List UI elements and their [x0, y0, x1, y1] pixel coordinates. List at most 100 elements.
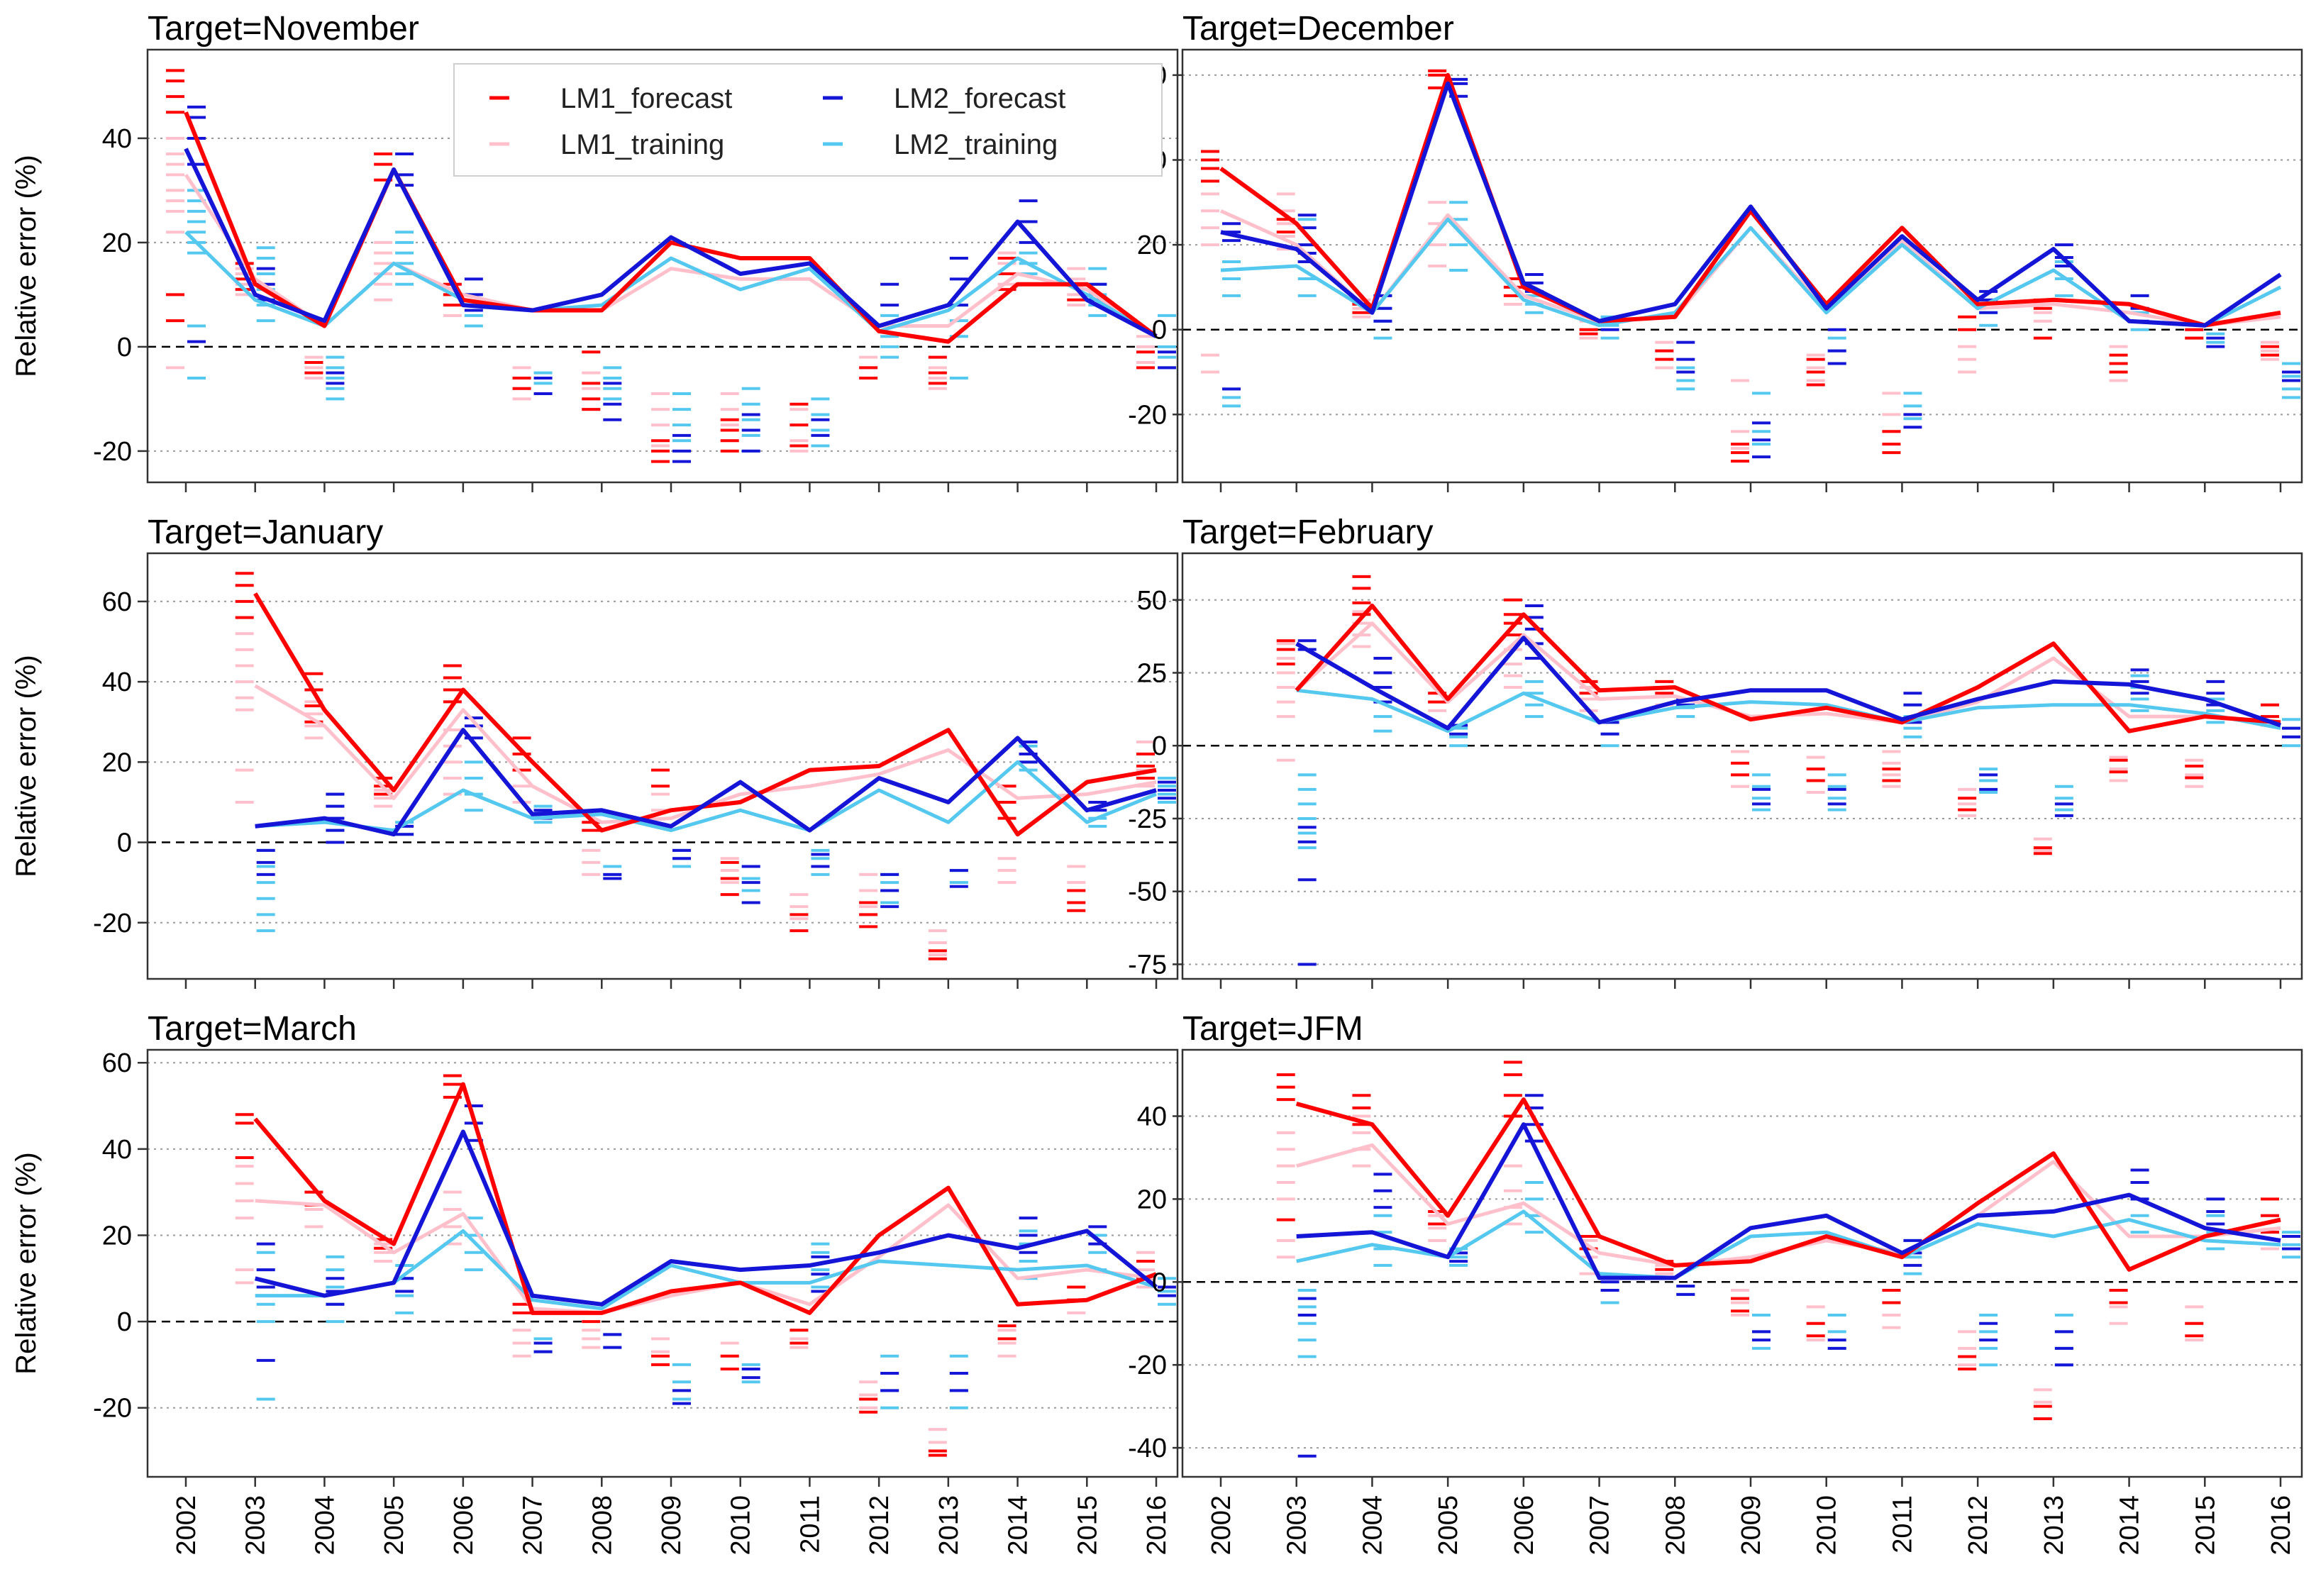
y-tick-label: -50: [1128, 877, 1167, 907]
x-tick-label: 2012: [1963, 1495, 1993, 1556]
y-tick-label: 60: [102, 1048, 132, 1078]
x-tick-label: 2013: [2039, 1495, 2069, 1556]
x-tick-label: 2015: [2190, 1495, 2220, 1556]
series-line-LM2_forecast: [1296, 1122, 2281, 1280]
x-tick-label: 2012: [865, 1495, 894, 1556]
x-tick-label: 2009: [657, 1495, 687, 1556]
y-tick-label: 0: [117, 333, 132, 362]
legend-item-LM1_forecast: LM1_forecast: [489, 83, 732, 114]
x-tick-label: 2008: [587, 1495, 617, 1556]
x-tick-label: 2010: [726, 1495, 756, 1556]
plot-frame: [146, 48, 1179, 484]
legend-label: LM2_training: [894, 129, 1058, 160]
x-tick-label: 2002: [1207, 1495, 1236, 1556]
y-tick-label: -20: [1128, 1351, 1167, 1380]
x-tick-label: 2016: [1142, 1495, 1172, 1556]
x-tick-label: 2004: [1358, 1495, 1387, 1556]
y-tick-label: -20: [93, 437, 132, 467]
x-tick-label: 2013: [934, 1495, 964, 1556]
panel-title: Target=December: [1182, 10, 1454, 48]
y-tick-label: 20: [102, 1221, 132, 1251]
y-tick-label: 20: [1137, 231, 1167, 260]
series-line-LM2_training: [1296, 688, 2281, 733]
y-axis-label: Relative error (%): [11, 1152, 42, 1374]
y-tick-label: 40: [102, 1135, 132, 1165]
y-tick-label: 40: [102, 667, 132, 697]
y-axis-label: Relative error (%): [11, 655, 42, 877]
series-line-LM2_forecast: [184, 148, 1158, 338]
series-line-LM2_training: [1296, 1209, 2281, 1280]
x-tick-label: 2005: [379, 1495, 409, 1556]
x-tick-label: 2003: [241, 1495, 271, 1556]
y-axis-label: Relative error (%): [11, 155, 42, 377]
y-tick-label: 0: [1152, 316, 1167, 345]
y-tick-label: -20: [93, 1394, 132, 1424]
y-tick-label: 40: [1137, 1102, 1167, 1132]
y-tick-label: -40: [1128, 1434, 1167, 1463]
y-tick-label: -25: [1128, 804, 1167, 834]
panel-1: -20 0 20 40 Target=November Relative error (%…: [11, 10, 1179, 492]
series-line-LM2_forecast: [1220, 81, 2282, 328]
series-line-LM1_training: [255, 1199, 1157, 1315]
legend-item-LM2_training: LM2_training: [823, 129, 1058, 160]
panel-3: -20 0 20 40 60 Target=January Relative error (…: [11, 514, 1179, 989]
x-tick-label: 2002: [172, 1495, 201, 1556]
x-tick-label: 2010: [1812, 1495, 1842, 1556]
series-line-LM1_training: [1295, 621, 2281, 724]
x-tick-label: 2009: [1736, 1495, 1766, 1556]
x-tick-label: 2003: [1282, 1495, 1312, 1556]
x-tick-label: 2007: [519, 1495, 548, 1556]
legend-label: LM1_training: [560, 129, 724, 160]
y-tick-label: 20: [102, 748, 132, 777]
series-line-LM2_training: [255, 760, 1157, 833]
plot-frame: [1181, 552, 2303, 980]
panel-title: Target=JFM: [1182, 1010, 1363, 1048]
x-tick-label: 2011: [1888, 1495, 1917, 1553]
series-line-LM2_training: [184, 231, 1158, 338]
y-tick-label: 25: [1137, 658, 1167, 688]
panel-6: -40 -20 0 20 40 2002 2003 2004 2005 2006 2007 2008 2…: [1128, 1010, 2303, 1556]
legend: LM1_forecast LM1_training LM2_forecast LM2_…: [453, 63, 1163, 177]
legend-label: LM1_forecast: [560, 83, 732, 114]
panel-title: Target=January: [148, 514, 383, 551]
series-line-LM2_forecast: [255, 728, 1157, 837]
x-tick-label: 2004: [310, 1495, 340, 1556]
series-line-LM1_forecast: [253, 1082, 1158, 1315]
plot-frame: [1181, 1048, 2303, 1478]
y-tick-label: 20: [1137, 1185, 1167, 1214]
y-tick-label: -20: [93, 909, 132, 938]
plot-frame: [146, 1048, 1179, 1478]
legend-item-LM2_forecast: LM2_forecast: [823, 83, 1065, 114]
y-tick-label: 20: [102, 228, 132, 258]
y-tick-label: 0: [117, 829, 132, 858]
plot-frame: [146, 552, 1179, 980]
y-tick-label: 0: [1152, 1268, 1167, 1297]
y-tick-label: -20: [1128, 400, 1167, 430]
panel-title: Target=February: [1182, 514, 1434, 551]
panel-4: -75 -50 -25 0 25 50 Target=February: [1128, 514, 2303, 989]
panel-title: Target=March: [148, 1010, 357, 1048]
x-tick-label: 2005: [1434, 1495, 1463, 1556]
series-line-LM2_forecast: [1295, 636, 2281, 731]
series-line-LM2_forecast: [254, 1129, 1158, 1307]
panel-5: -20 0 20 40 60 2002 2003 2004 2005 2006 2007 2008 20…: [11, 1010, 1179, 1556]
y-tick-label: 40: [102, 124, 132, 154]
x-tick-label: 2007: [1585, 1495, 1615, 1556]
x-tick-label: 2006: [449, 1495, 479, 1556]
y-tick-label: 0: [117, 1307, 132, 1337]
legend-label: LM2_forecast: [894, 83, 1065, 114]
series-line-LM1_forecast: [1295, 604, 2281, 733]
y-tick-label: -75: [1128, 950, 1167, 980]
x-tick-label: 2015: [1073, 1495, 1102, 1556]
y-tick-label: 60: [102, 587, 132, 617]
x-tick-label: 2011: [795, 1495, 825, 1553]
y-tick-label: 0: [1152, 731, 1167, 761]
y-tick-label: 50: [1137, 586, 1167, 616]
x-tick-label: 2006: [1509, 1495, 1539, 1556]
plot-frame: [1181, 48, 2303, 484]
series-line-LM2_training: [255, 1229, 1157, 1311]
x-tick-label: 2016: [2266, 1495, 2296, 1556]
panel-title: Target=November: [148, 10, 419, 48]
